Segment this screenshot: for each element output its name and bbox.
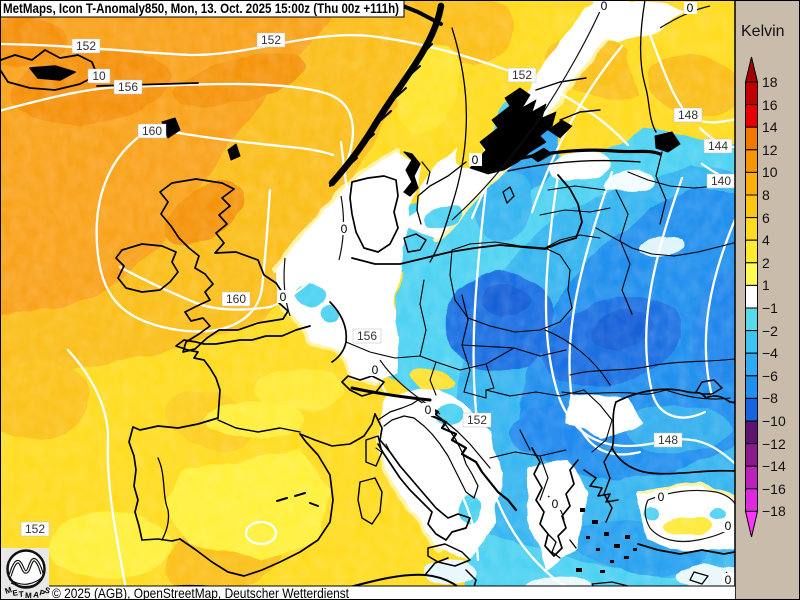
svg-text:−12: −12 [762, 436, 786, 452]
svg-text:0: 0 [472, 153, 479, 167]
svg-text:2: 2 [762, 255, 770, 271]
svg-text:E: E [12, 588, 19, 598]
svg-text:0: 0 [372, 363, 379, 377]
svg-text:156: 156 [118, 80, 138, 94]
svg-text:T: T [19, 590, 25, 599]
svg-text:M: M [4, 585, 13, 596]
svg-text:152: 152 [261, 33, 281, 47]
svg-text:144: 144 [708, 139, 728, 153]
svg-text:−2: −2 [762, 323, 778, 339]
svg-text:0: 0 [552, 497, 559, 511]
svg-text:10: 10 [92, 69, 106, 83]
svg-text:0: 0 [658, 490, 665, 504]
svg-text:0: 0 [601, 0, 608, 13]
svg-text:P: P [39, 588, 47, 598]
svg-text:18: 18 [762, 74, 778, 90]
svg-text:A: A [33, 590, 40, 600]
svg-text:10: 10 [762, 164, 778, 180]
svg-text:148: 148 [658, 433, 678, 447]
svg-text:148: 148 [678, 108, 698, 122]
svg-text:0: 0 [725, 573, 732, 587]
svg-text:S: S [43, 585, 52, 596]
svg-text:152: 152 [76, 39, 96, 53]
svg-text:−18: −18 [762, 503, 786, 519]
svg-text:152: 152 [512, 68, 532, 82]
svg-text:MetMaps, Icon T-Anomaly850, Mo: MetMaps, Icon T-Anomaly850, Mon, 13. Oct… [3, 0, 399, 16]
svg-text:0: 0 [425, 403, 432, 417]
svg-text:12: 12 [762, 142, 778, 158]
svg-text:1: 1 [762, 277, 770, 293]
svg-text:−8: −8 [762, 390, 778, 406]
svg-text:−16: −16 [762, 481, 786, 497]
svg-text:Kelvin: Kelvin [741, 23, 785, 40]
svg-text:156: 156 [357, 329, 377, 343]
svg-text:4: 4 [762, 232, 770, 248]
svg-text:160: 160 [226, 292, 246, 306]
svg-text:0: 0 [341, 222, 348, 236]
svg-text:−14: −14 [762, 458, 786, 474]
svg-text:6: 6 [762, 210, 770, 226]
svg-text:140: 140 [711, 174, 731, 188]
svg-text:152: 152 [25, 522, 45, 536]
svg-text:160: 160 [142, 124, 162, 138]
svg-text:0: 0 [280, 290, 287, 304]
svg-text:14: 14 [762, 119, 778, 135]
svg-text:0: 0 [687, 1, 694, 15]
svg-text:0: 0 [725, 519, 732, 533]
svg-text:16: 16 [762, 97, 778, 113]
svg-text:−1: −1 [762, 300, 778, 316]
svg-text:−10: −10 [762, 413, 786, 429]
svg-text:−6: −6 [762, 368, 778, 384]
svg-text:8: 8 [762, 187, 770, 203]
svg-text:M: M [25, 591, 32, 600]
svg-text:© 2025 (AGB), OpenStreetMap, D: © 2025 (AGB), OpenStreetMap, Deutscher W… [52, 585, 349, 600]
svg-text:152: 152 [467, 413, 487, 427]
svg-text:−4: −4 [762, 345, 778, 361]
